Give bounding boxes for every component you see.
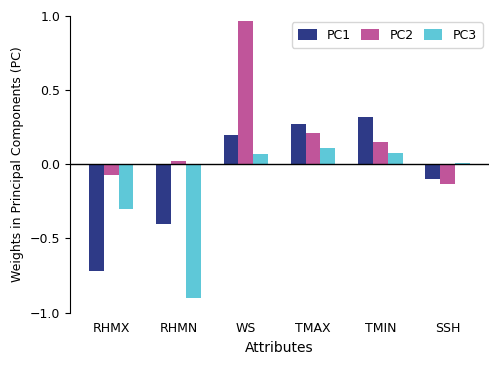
Bar xyxy=(118,164,134,209)
Bar xyxy=(253,154,268,164)
Bar xyxy=(238,20,253,164)
Bar xyxy=(104,164,118,175)
Bar xyxy=(373,142,388,164)
Legend: PC1, PC2, PC3: PC1, PC2, PC3 xyxy=(292,22,482,48)
Bar xyxy=(171,161,186,164)
Bar xyxy=(186,164,200,298)
Bar xyxy=(388,153,402,164)
Bar xyxy=(156,164,171,224)
Bar xyxy=(306,133,320,164)
Bar xyxy=(320,148,335,164)
Bar xyxy=(291,124,306,164)
Bar xyxy=(426,164,440,179)
Bar xyxy=(358,117,373,164)
Bar xyxy=(440,164,455,184)
Bar xyxy=(224,135,238,164)
Bar xyxy=(455,163,470,164)
X-axis label: Attributes: Attributes xyxy=(245,341,314,355)
Y-axis label: Weights in Principal Components (PC): Weights in Principal Components (PC) xyxy=(11,46,24,282)
Bar xyxy=(89,164,104,271)
